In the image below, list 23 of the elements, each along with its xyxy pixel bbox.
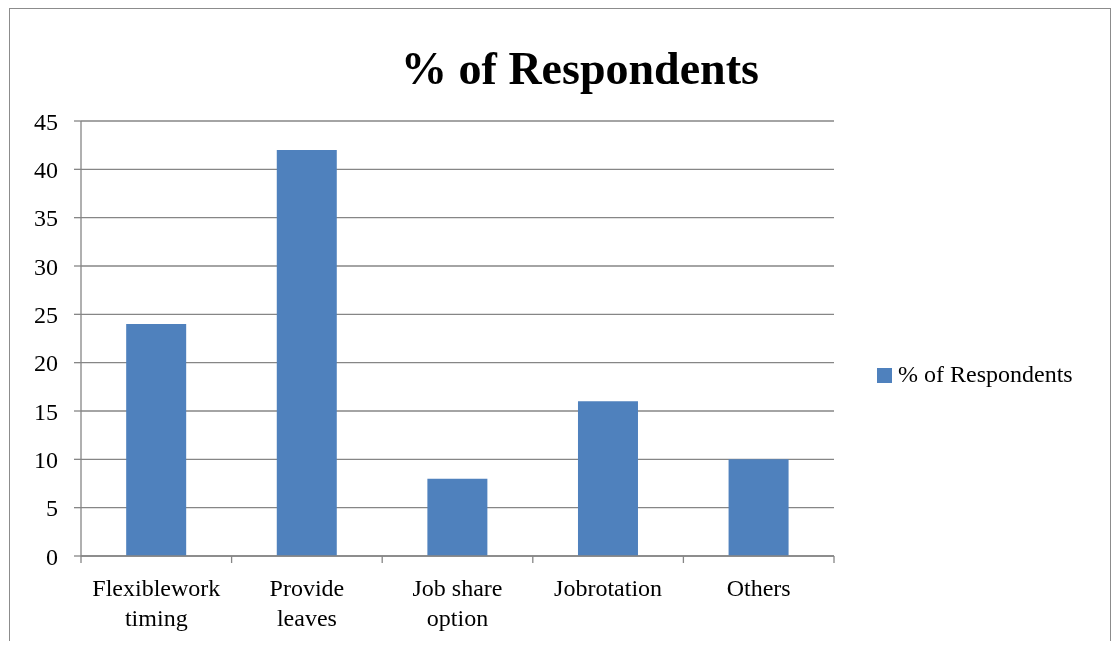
y-tick-label: 10	[34, 446, 58, 473]
chart-title: % of Respondents	[400, 43, 760, 96]
x-tick-label: Job share option	[412, 575, 503, 631]
x-tick-label: Flexiblework timing	[92, 575, 221, 631]
y-tick-label: 30	[34, 253, 58, 280]
y-tick-label: 20	[34, 350, 58, 377]
y-tick-label: 40	[34, 156, 58, 183]
x-tick-label: Provide leaves	[269, 575, 345, 631]
bar	[126, 324, 187, 556]
bar	[427, 478, 488, 556]
bar	[276, 150, 337, 556]
legend-label: % of Respondents	[898, 360, 1073, 387]
y-tick-label: 5	[46, 495, 58, 522]
y-tick-label: 35	[34, 205, 58, 232]
x-tick-label: Jobrotation	[554, 575, 663, 601]
bar	[577, 401, 638, 556]
y-tick-label: 25	[34, 301, 58, 328]
bar	[728, 459, 789, 556]
y-tick-label: 0	[46, 543, 58, 570]
chart-frame: % of Respondents % of Respondents Flexiblework timing Provide leaves Job share option Jobrotation Others 0 5 10 15 20 25 30 35 40 45	[9, 8, 1111, 641]
x-tick-label: Others	[726, 575, 791, 601]
y-tick-label: 45	[34, 108, 58, 135]
y-tick-label: 15	[34, 398, 58, 425]
